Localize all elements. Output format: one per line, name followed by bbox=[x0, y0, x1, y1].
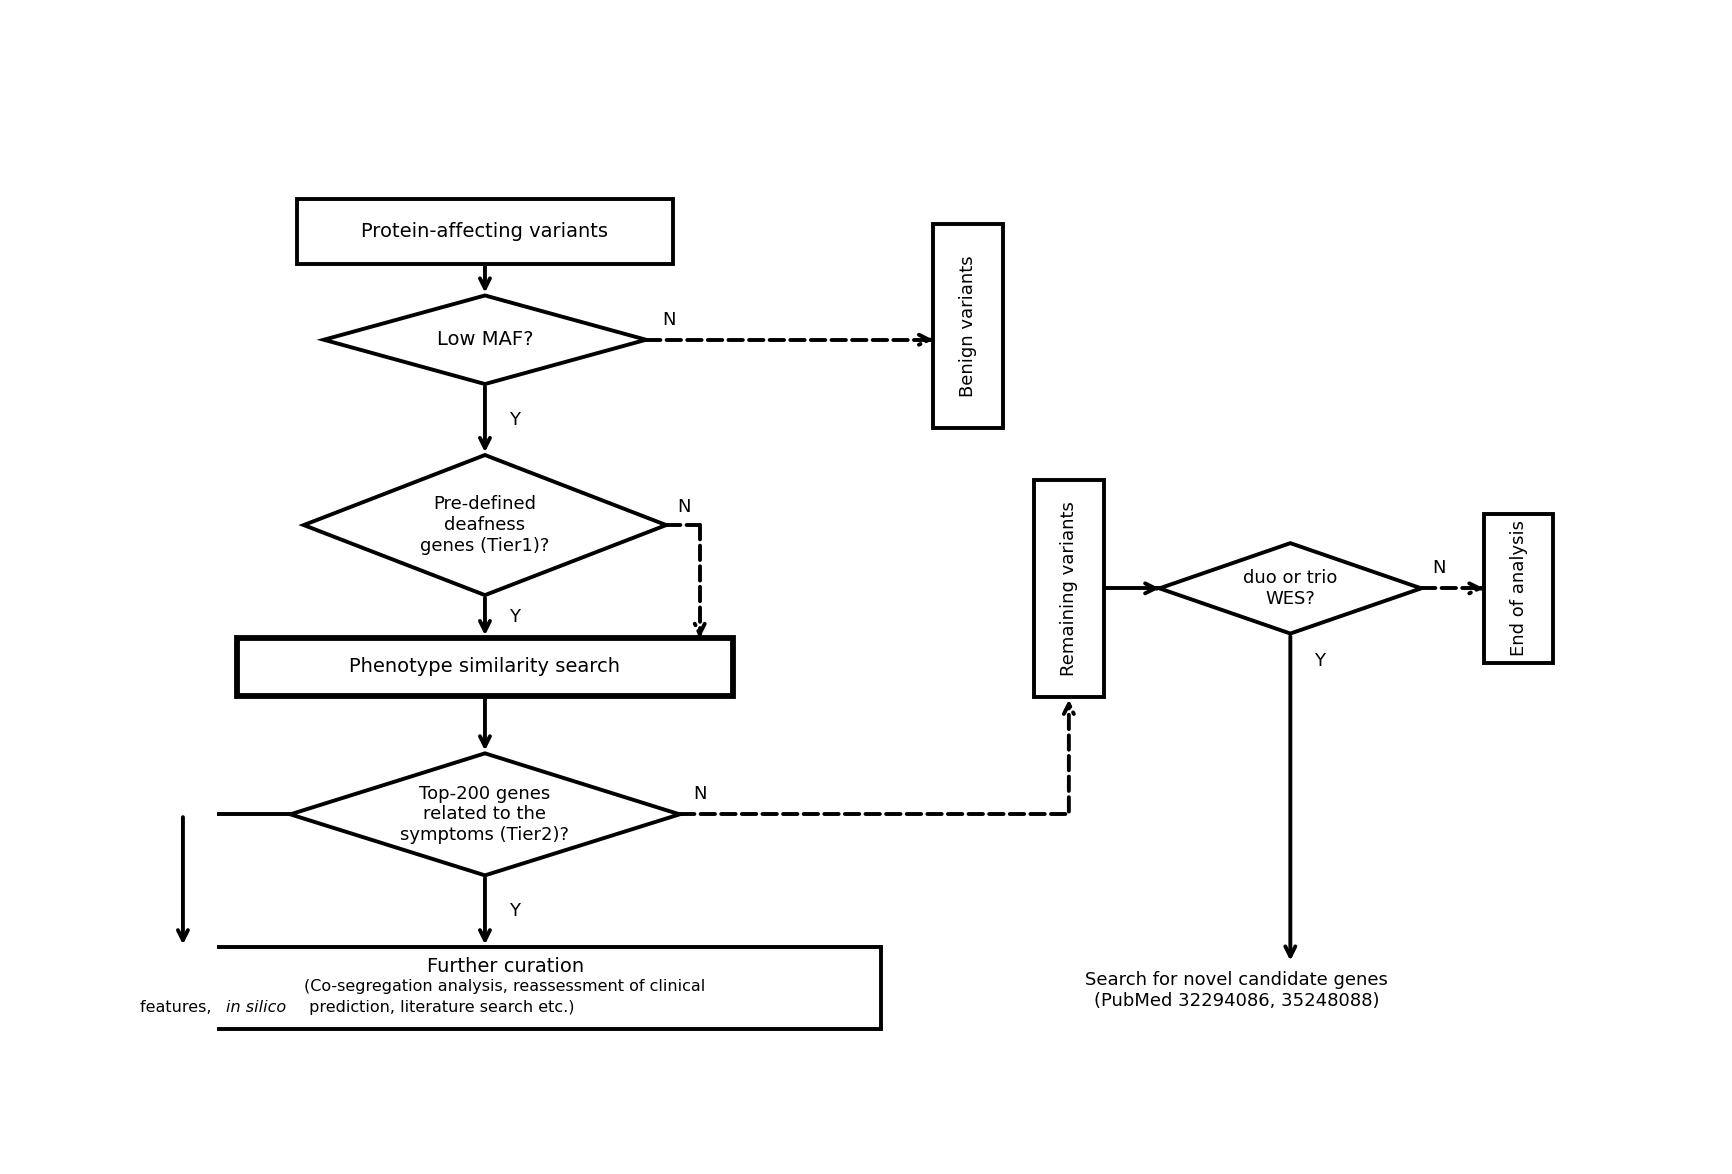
Text: Top-200 genes
related to the
symptoms (Tier2)?: Top-200 genes related to the symptoms (T… bbox=[400, 784, 570, 844]
Text: Remaining variants: Remaining variants bbox=[1060, 501, 1077, 676]
Text: Y: Y bbox=[1315, 652, 1325, 669]
Text: features,: features, bbox=[140, 1000, 216, 1016]
Polygon shape bbox=[303, 456, 667, 595]
Text: End of analysis: End of analysis bbox=[1510, 520, 1528, 656]
Bar bbox=[1484, 514, 1554, 663]
Text: duo or trio
WES?: duo or trio WES? bbox=[1244, 569, 1337, 608]
Text: Low MAF?: Low MAF? bbox=[436, 330, 533, 349]
Text: Benign variants: Benign variants bbox=[960, 256, 977, 397]
Bar bbox=[237, 639, 733, 696]
Text: N: N bbox=[677, 498, 691, 517]
Text: (Co-segregation analysis, reassessment of clinical: (Co-segregation analysis, reassessment o… bbox=[305, 979, 705, 993]
Text: Search for novel candidate genes
(PubMed 32294086, 35248088): Search for novel candidate genes (PubMed… bbox=[1086, 971, 1387, 1010]
Text: Pre-defined
deafness
genes (Tier1)?: Pre-defined deafness genes (Tier1)? bbox=[421, 495, 549, 555]
Text: N: N bbox=[662, 311, 675, 329]
Text: Y: Y bbox=[509, 411, 520, 429]
Bar bbox=[298, 198, 672, 264]
Text: prediction, literature search etc.): prediction, literature search etc.) bbox=[303, 1000, 575, 1016]
Text: in silico: in silico bbox=[225, 1000, 286, 1016]
Polygon shape bbox=[1159, 544, 1422, 634]
Bar bbox=[934, 224, 1003, 427]
Bar bbox=[1034, 480, 1103, 697]
Text: Protein-affecting variants: Protein-affecting variants bbox=[362, 222, 608, 241]
Text: Y: Y bbox=[509, 608, 520, 626]
Text: Y: Y bbox=[509, 903, 520, 920]
Text: Phenotype similarity search: Phenotype similarity search bbox=[350, 657, 620, 676]
Bar bbox=[130, 947, 882, 1028]
Polygon shape bbox=[291, 754, 679, 876]
Polygon shape bbox=[324, 296, 646, 384]
Text: N: N bbox=[1432, 560, 1446, 578]
Text: N: N bbox=[693, 785, 707, 803]
Text: Further curation: Further curation bbox=[426, 957, 584, 976]
